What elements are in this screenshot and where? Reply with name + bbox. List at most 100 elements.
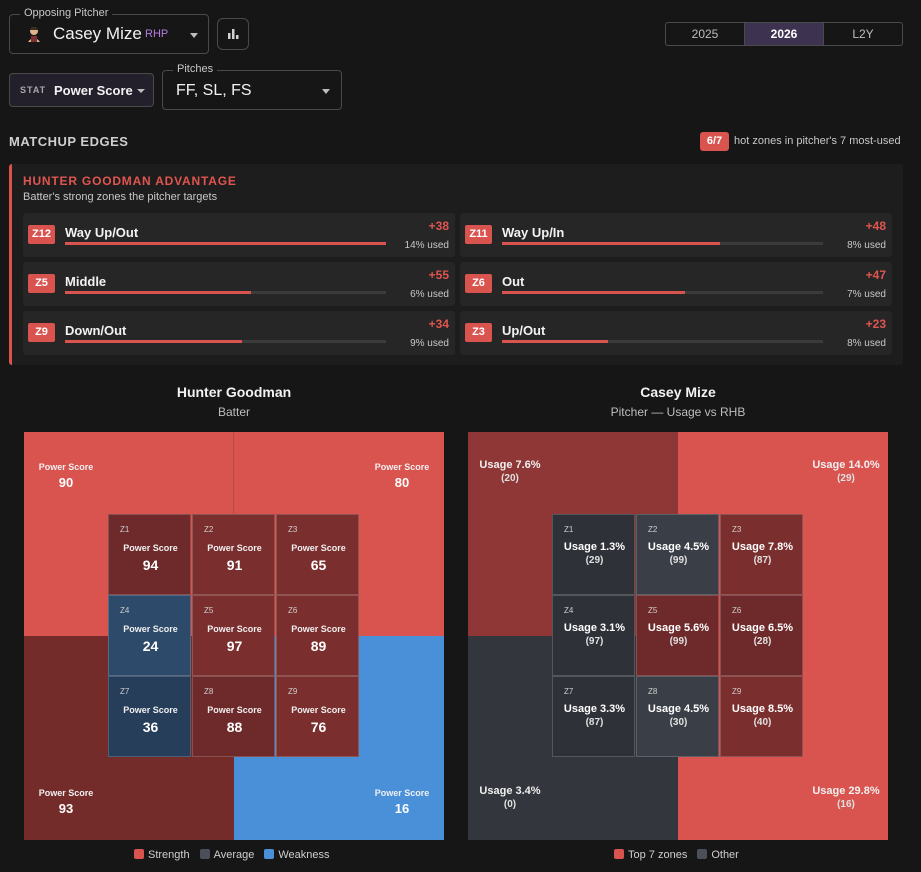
zone-cell-z2: Z2 Usage 4.5% (99) [636,514,719,595]
chart-toggle-button[interactable] [217,18,249,50]
zone-id: Z6 [288,606,298,615]
zone-metric-label: Power Score [38,462,94,472]
year-toggle: 2025 2026 L2Y [665,22,903,46]
zone-badge: Z11 [465,225,492,244]
stat-selector[interactable]: STAT Power Score [9,73,154,107]
zone-count: (28) [753,636,772,647]
zone-count: (99) [669,555,688,566]
zone-count: (29) [837,473,855,484]
zone-id: Z6 [732,606,742,615]
edge-value: +34 [428,317,449,331]
zone-cell-z7: Z7 Usage 3.3% (87) [552,676,635,757]
edge-usage: 7% used [847,289,886,300]
advantage-subtitle: Batter's strong zones the pitcher target… [23,191,218,203]
zone-id: Z3 [288,525,298,534]
zone-count: (87) [585,717,604,728]
zone-usage: Usage 3.4% [479,785,541,797]
batter-zone-chart: Power Score 90 Power Score 80 Power Scor… [24,432,444,840]
zone-metric-label: Power Score [207,624,262,634]
zone-count: (87) [753,555,772,566]
zone-value: 65 [310,557,327,573]
pitcher-selector[interactable]: Opposing Pitcher Casey Mize RHP [9,7,209,54]
zone-name: Out [502,274,525,289]
zone-metric-label: Power Score [123,624,178,634]
zone-count: (16) [837,799,855,810]
zone-metric-label: Power Score [291,543,346,553]
pitches-selector[interactable]: Pitches FF, SL, FS [162,63,342,110]
zone-cell-z3: Z3 Power Score 65 [276,514,359,595]
batter-panel-title: Hunter Goodman [176,384,292,400]
year-option-2025[interactable]: 2025 [666,23,745,45]
zone-value: 24 [142,638,159,654]
legend-label: Strength [148,849,190,861]
edge-bar-fill [502,340,608,343]
edge-bar-fill [65,340,242,343]
edge-value: +48 [865,219,886,233]
zone-cell-z6: Z6 Usage 6.5% (28) [720,595,803,676]
zone-value: 97 [226,638,243,654]
edge-bar-track [502,291,823,294]
zone-cell-z9: Z9 Usage 8.5% (40) [720,676,803,757]
zone-value: 90 [58,475,74,490]
pitcher-legend: Top 7 zones Other [614,849,739,861]
edge-bar-track [65,340,386,343]
zone-value: 91 [226,557,243,573]
legend-swatch [697,849,708,859]
zone-cell-z3: Z3 Usage 7.8% (87) [720,514,803,595]
pitcher-zone-chart: Usage 7.6% (20) Usage 14.0% (29) Usage 3… [468,432,888,840]
zone-id: Z3 [732,525,742,534]
zone-metric-label: Power Score [291,705,346,715]
zone-id: Z2 [648,525,658,534]
edge-bar-track [502,242,823,245]
zone-id: Z2 [204,525,214,534]
zone-id: Z4 [120,606,130,615]
zone-count: (97) [585,636,604,647]
edge-value: +38 [428,219,449,233]
pitcher-hand-badge: RHP [145,28,169,40]
edge-bar-fill [65,242,386,245]
advantage-panel: HUNTER GOODMAN ADVANTAGE Batter's strong… [9,164,903,365]
edge-usage: 6% used [410,289,449,300]
zone-cell-z8: Z8 Power Score 88 [192,676,275,757]
zone-id: Z9 [288,687,298,696]
zone-cell-z2: Z2 Power Score 91 [192,514,275,595]
legend-swatch [199,849,210,859]
pitches-selector-label: Pitches [173,63,218,75]
zone-metric-label: Power Score [207,705,262,715]
year-option-2026[interactable]: 2026 [745,23,824,45]
zone-usage: Usage 5.6% [647,622,710,634]
zone-usage: Usage 6.5% [731,622,794,634]
zone-value: 76 [310,719,327,735]
chevron-down-icon [190,33,198,38]
zone-count: (20) [501,473,519,484]
zone-cell-z4: Z4 Usage 3.1% (97) [552,595,635,676]
zone-value: 93 [58,801,74,816]
edge-bar-track [65,242,386,245]
zone-id: Z1 [564,525,574,534]
edge-value: +23 [865,317,886,331]
zone-value: 88 [226,719,243,735]
zone-metric-label: Power Score [123,543,178,553]
zone-id: Z8 [204,687,214,696]
zone-badge: Z6 [465,274,492,293]
zone-usage: Usage 29.8% [812,785,880,797]
zone-cell-z5: Z5 Usage 5.6% (99) [636,595,719,676]
pitcher-panel-subtitle: Pitcher — Usage vs RHB [610,405,746,419]
chevron-down-icon [137,89,145,93]
matchup-edges-title: MATCHUP EDGES [9,134,129,149]
batter-legend: Strength Average Weakness [134,849,330,861]
legend-item-strength: Strength [134,849,190,861]
stat-selector-value: Power Score [54,83,133,98]
hot-zones-badge: 6/7 [700,132,729,151]
bar-chart-icon [228,29,239,39]
zone-value: 16 [394,801,410,816]
stat-selector-tag: STAT [20,85,47,95]
edge-card: Z6 Out +47 7% used [460,262,892,306]
year-option-l2y[interactable]: L2Y [852,27,874,41]
edge-usage: 9% used [410,338,449,349]
pitcher-avatar-icon [28,27,40,42]
edge-value: +55 [428,268,449,282]
zone-id: Z5 [648,606,658,615]
zone-id: Z8 [648,687,658,696]
edge-card: Z5 Middle +55 6% used [23,262,455,306]
